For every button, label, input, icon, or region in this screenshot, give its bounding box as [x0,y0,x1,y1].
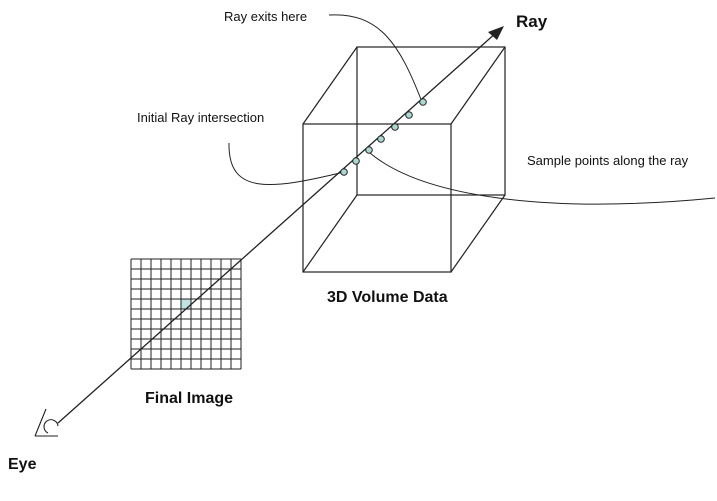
sample-point [377,135,385,143]
final-image-label: Final Image [145,390,233,407]
ray-label: Ray [516,12,548,31]
cube-edge [450,46,506,125]
ray-exits-label: Ray exits here [224,9,307,24]
sample-points-label: Sample points along the ray [527,153,689,168]
cube-front-face [302,123,452,273]
volume-cube [302,46,506,273]
cube-back-face [356,46,506,196]
sample-points [340,98,427,176]
sample-point [365,146,373,154]
arrowhead-icon [488,26,504,40]
sample-points-leader [369,152,716,205]
sample-point [391,123,399,131]
cube-edge [450,194,506,273]
sample-point [340,168,348,176]
ray-line [57,31,498,424]
initial-intersection-leader [228,142,345,186]
initial-intersection-label: Initial Ray intersection [137,110,264,125]
eye-icon [34,408,59,437]
sample-point [419,98,427,106]
cube-edge [302,194,358,273]
final-image-grid [130,258,242,370]
eye-label: Eye [8,456,37,473]
ray-exits-leader [328,14,423,103]
cube-edge [302,46,358,125]
highlighted-pixel [181,299,191,309]
sample-point [352,157,360,165]
volume-label: 3D Volume Data [327,289,448,306]
sample-point [405,111,413,119]
